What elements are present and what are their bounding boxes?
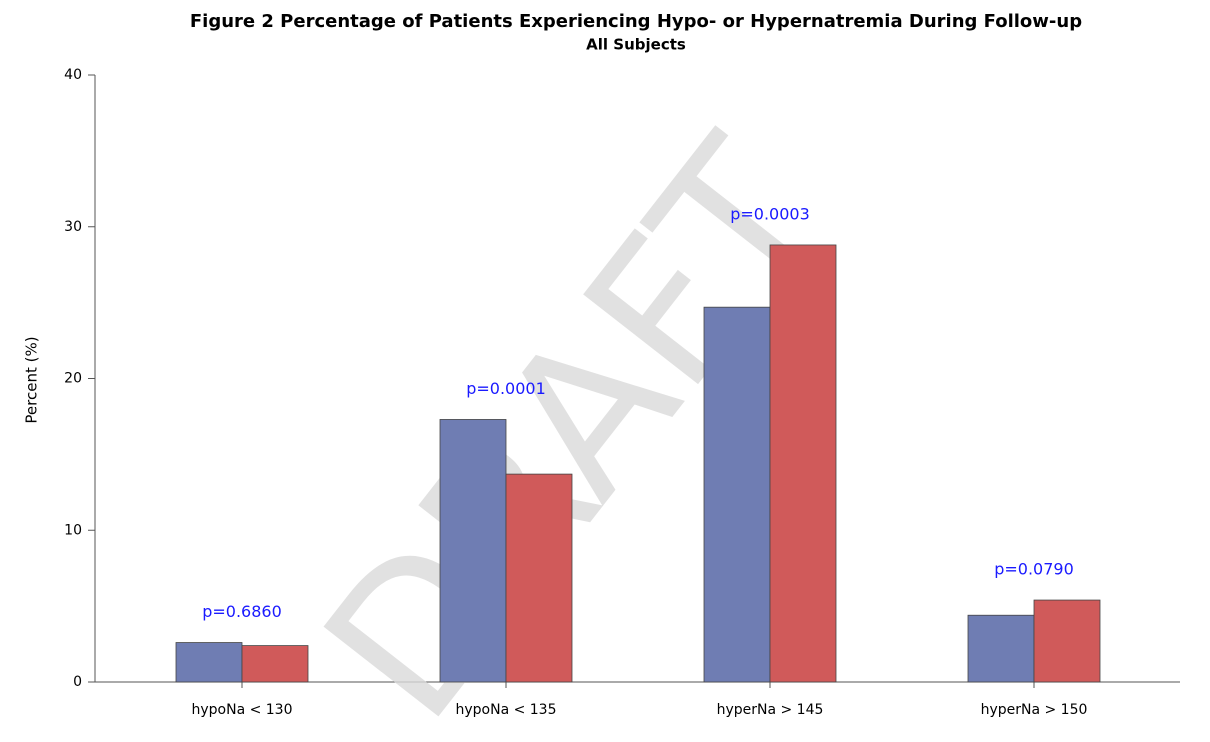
- bar: [241, 645, 309, 683]
- y-tick-label: 0: [73, 674, 82, 690]
- p-value-label: p=0.0790: [994, 560, 1074, 579]
- bar: [1033, 599, 1101, 683]
- bar: [505, 473, 573, 683]
- chart-subtitle: All Subjects: [586, 36, 686, 54]
- y-axis-label: Percent (%): [23, 336, 41, 423]
- bar: [175, 642, 243, 683]
- bar: [703, 306, 771, 683]
- bar: [967, 614, 1035, 683]
- x-tick-label: hypoNa < 135: [455, 702, 556, 718]
- y-tick-label: 20: [64, 371, 82, 387]
- p-value-label: p=0.6860: [202, 602, 282, 621]
- y-tick-label: 30: [64, 219, 82, 235]
- p-value-label: p=0.0001: [466, 379, 546, 398]
- x-tick-label: hypoNa < 130: [191, 702, 292, 718]
- bar: [769, 244, 837, 683]
- bar: [439, 419, 507, 683]
- p-value-label: p=0.0003: [730, 204, 810, 223]
- y-tick-label: 40: [64, 67, 82, 83]
- x-tick-label: hyperNa > 145: [717, 702, 824, 718]
- x-tick-label: hyperNa > 150: [981, 702, 1088, 718]
- y-tick-label: 10: [64, 522, 82, 538]
- chart-title: Figure 2 Percentage of Patients Experien…: [190, 11, 1082, 32]
